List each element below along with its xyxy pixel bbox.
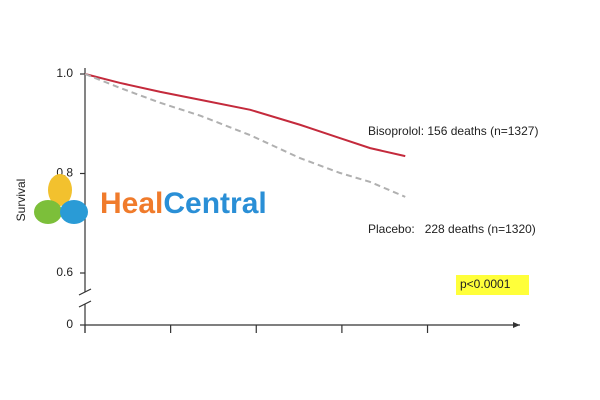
leaf — [48, 174, 72, 206]
x-axis-arrow — [513, 322, 520, 328]
series-label: Bisoprolol: 156 deaths (n=1327) — [368, 124, 538, 138]
logo: HealCentral — [34, 174, 267, 224]
survival-line — [84, 73, 406, 198]
leaf — [60, 200, 88, 224]
watermark-text: Central — [163, 187, 266, 220]
axis-break — [78, 288, 92, 296]
svg-text:HealCentral: HealCentral — [100, 187, 267, 220]
leaf — [34, 200, 62, 224]
y-tick-label: 1.0 — [56, 66, 73, 80]
y-tick-label: 0 — [66, 317, 73, 331]
highlight — [456, 275, 529, 295]
p-value: p<0.0001 — [460, 277, 511, 291]
axis-break — [78, 300, 92, 308]
watermark-text: Heal — [100, 187, 163, 220]
y-axis-label: Survival — [14, 179, 28, 222]
y-tick-label: 0.6 — [56, 265, 73, 279]
survival-line — [84, 73, 406, 158]
series-label: Placebo: 228 deaths (n=1320) — [368, 222, 536, 236]
